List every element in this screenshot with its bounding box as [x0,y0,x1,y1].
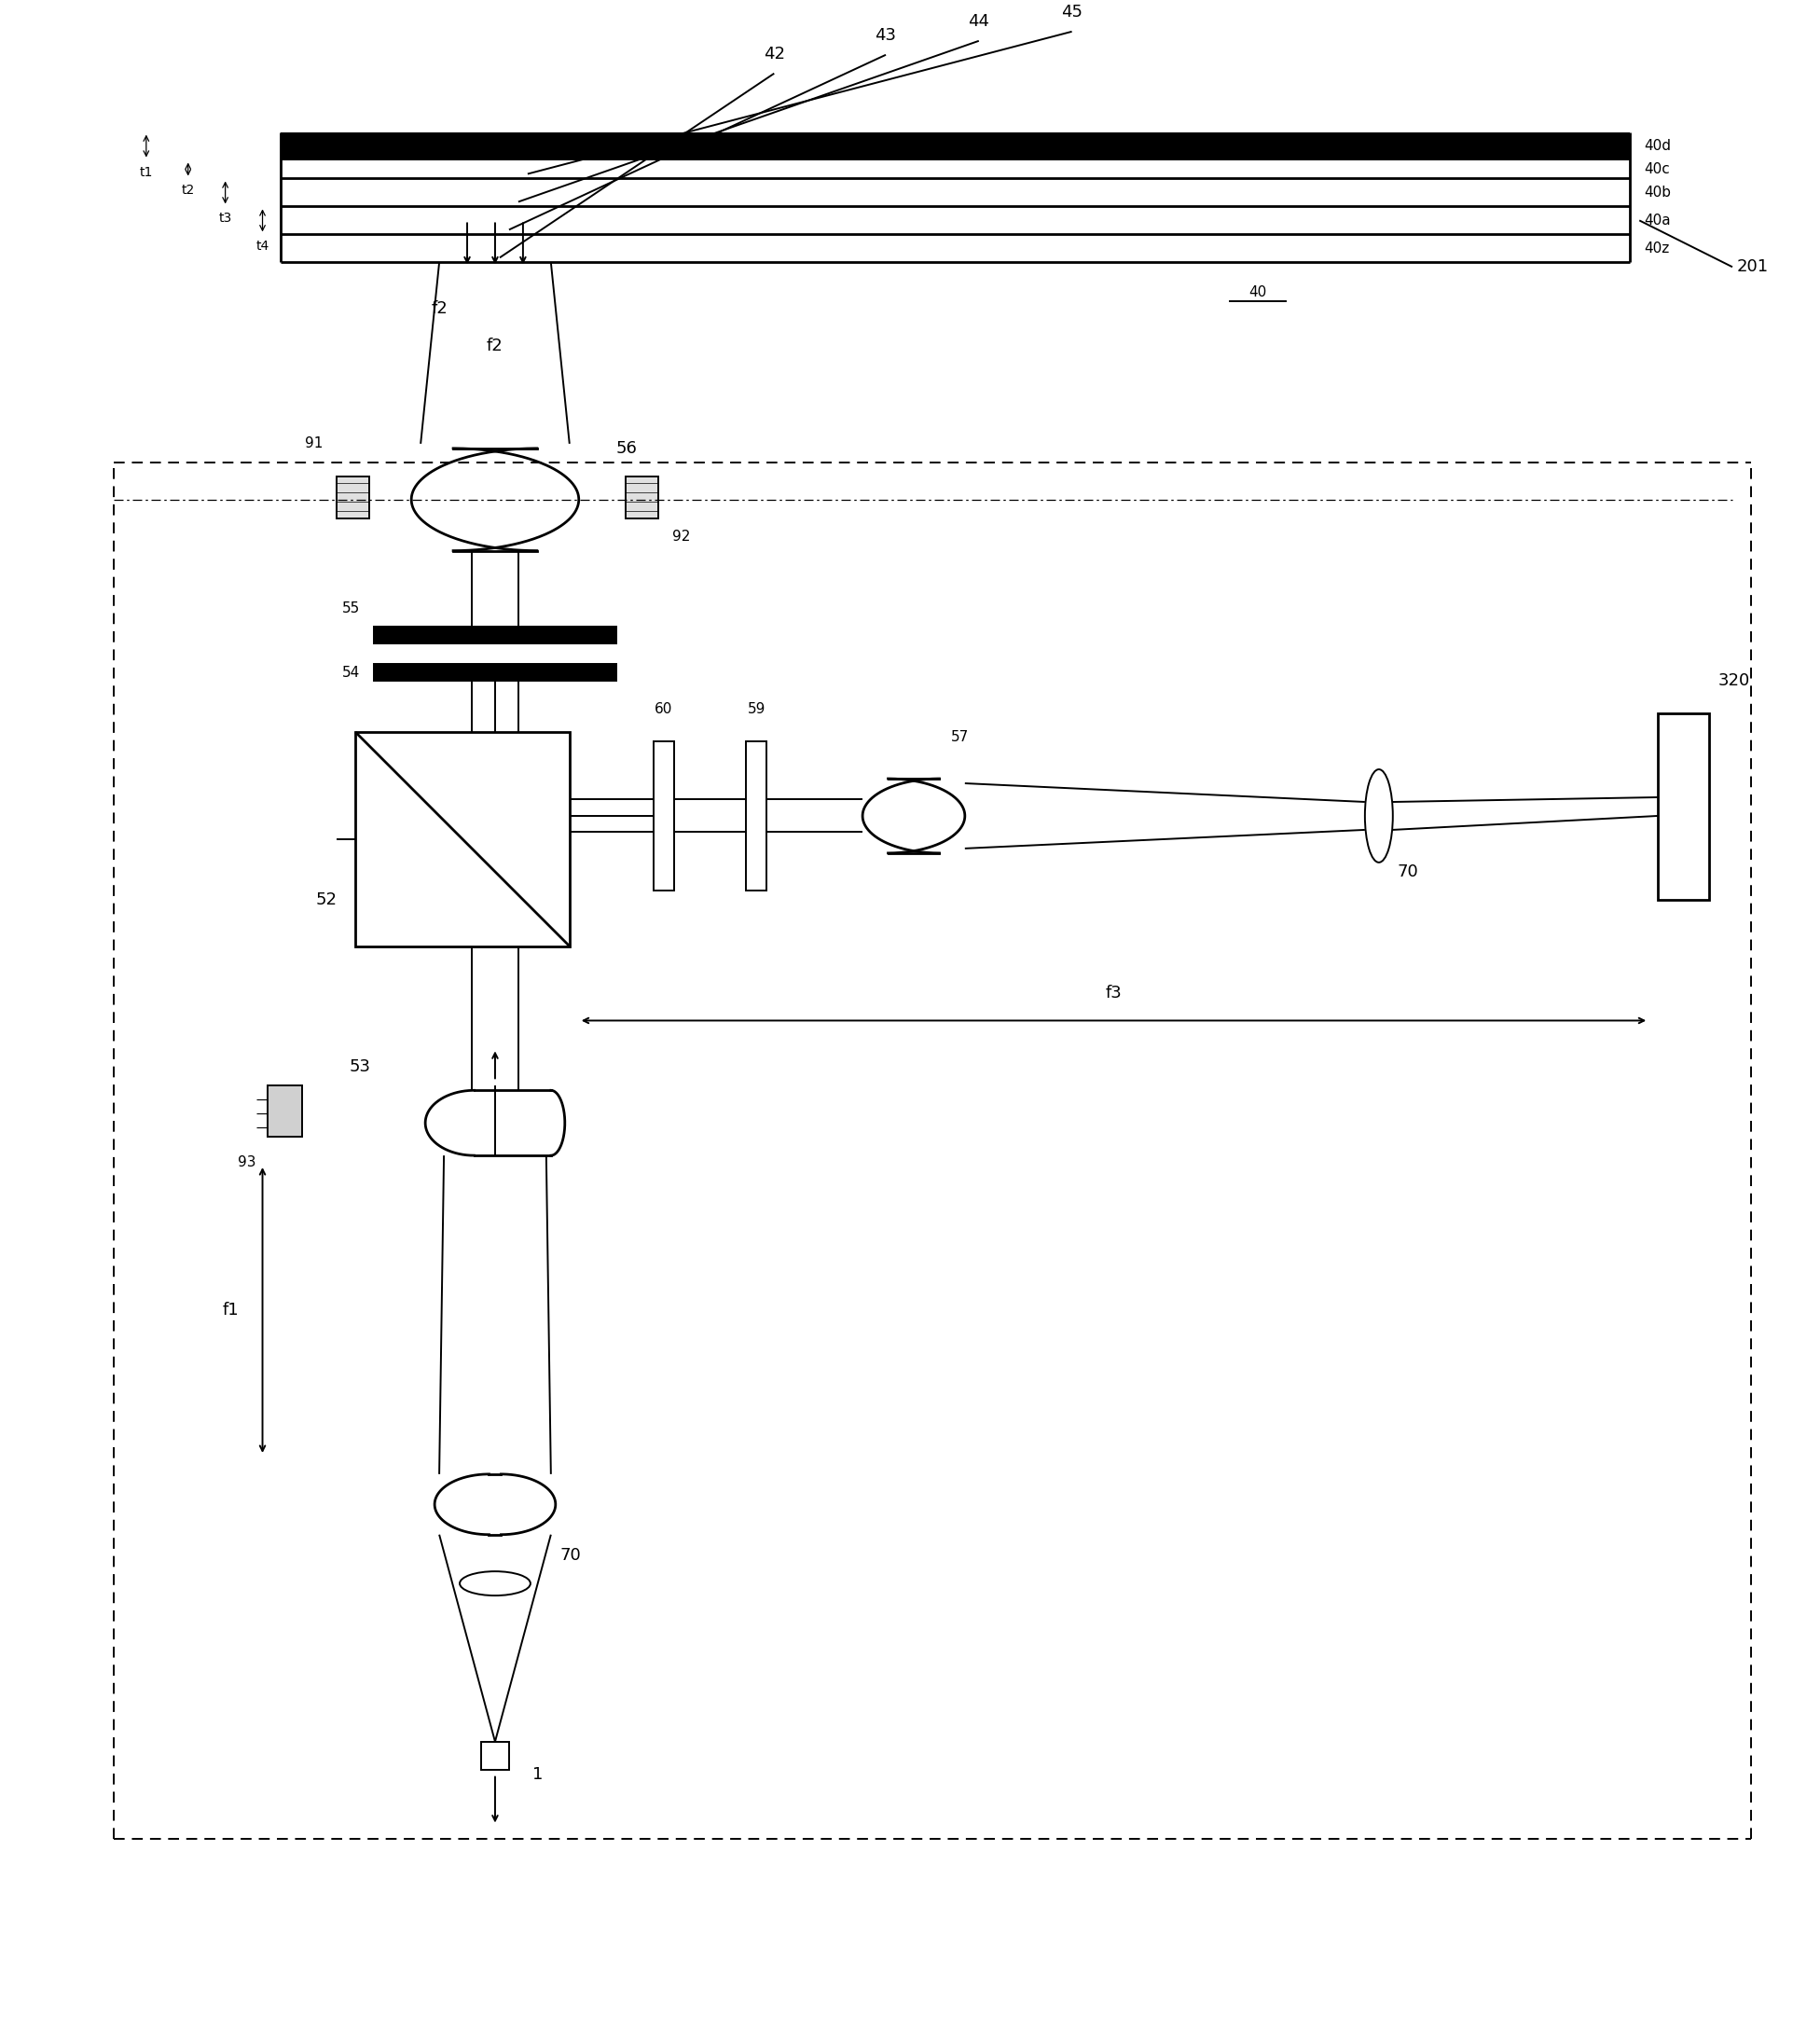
Text: 55: 55 [342,601,360,615]
Bar [267,1085,303,1136]
Text: 201: 201 [1736,258,1768,276]
Text: 40z: 40z [1642,241,1669,256]
Bar [626,476,658,519]
Text: 43: 43 [875,27,896,43]
Text: 1: 1 [533,1766,543,1782]
Bar [282,133,1630,159]
Text: 40c: 40c [1642,161,1669,176]
Text: 45: 45 [1061,4,1081,20]
Text: 320: 320 [1718,672,1750,689]
Bar [375,664,615,681]
Bar [375,628,615,644]
Text: 60: 60 [654,703,672,715]
Text: 42: 42 [764,45,785,61]
Bar [653,742,674,891]
Text: 56: 56 [615,439,637,456]
Bar [355,732,568,946]
Text: 40b: 40b [1642,186,1669,200]
Text: 59: 59 [748,703,766,715]
Text: f3: f3 [1104,985,1121,1002]
Bar [1657,713,1709,899]
Text: 70: 70 [1397,863,1418,881]
Text: 57: 57 [950,730,968,744]
Text: 40: 40 [1248,286,1266,300]
Text: 93: 93 [238,1155,256,1169]
Text: 91: 91 [305,437,323,452]
Text: 54: 54 [342,666,360,679]
Bar [375,628,615,644]
Text: 70: 70 [559,1547,581,1564]
Text: 52: 52 [316,891,337,908]
Text: f2: f2 [430,300,446,317]
Bar [746,742,766,891]
Bar [337,476,369,519]
Bar [481,1741,509,1770]
Text: t1: t1 [140,166,152,178]
Text: 40a: 40a [1642,213,1669,227]
Bar [375,664,615,681]
Text: 53: 53 [350,1059,371,1075]
Text: t4: t4 [256,239,269,253]
Text: 44: 44 [968,12,990,31]
Text: f1: f1 [222,1302,238,1318]
Text: f2: f2 [486,337,504,354]
Text: 40d: 40d [1642,139,1669,153]
Text: t3: t3 [219,213,231,225]
Text: t2: t2 [181,184,195,196]
Text: 92: 92 [672,529,690,544]
